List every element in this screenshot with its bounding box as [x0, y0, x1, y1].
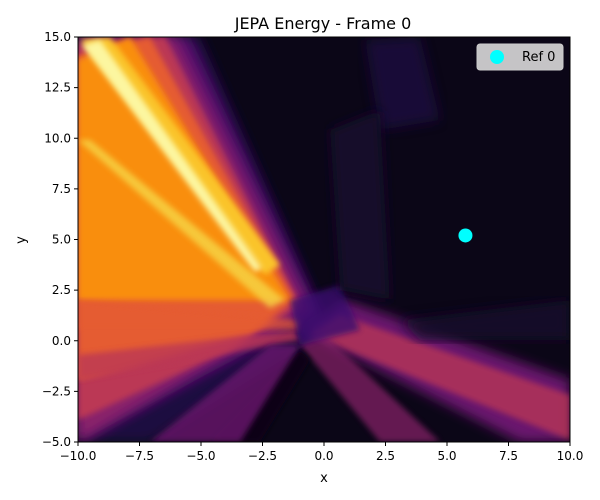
- y-tick-label: 15.0: [44, 30, 71, 44]
- x-axis-label: x: [320, 471, 328, 486]
- x-tick-label: −7.5: [125, 449, 154, 463]
- chart-title: JEPA Energy - Frame 0: [234, 14, 412, 33]
- x-tick-label: 7.5: [499, 449, 518, 463]
- y-axis-label: y: [14, 236, 29, 244]
- x-axis: −10.0 −7.5 −5.0 −2.5 0.0 2.5 5.0 7.5 10.0: [60, 442, 584, 463]
- y-tick-label: −2.5: [42, 384, 71, 398]
- x-tick-label: 0.0: [314, 449, 333, 463]
- x-tick-label: −5.0: [186, 449, 215, 463]
- y-tick-label: 2.5: [52, 283, 71, 297]
- legend-marker: [490, 50, 504, 64]
- legend-label: Ref 0: [522, 50, 555, 65]
- y-tick-label: 5.0: [52, 233, 71, 247]
- y-tick-label: −5.0: [42, 435, 71, 449]
- y-axis: −5.0 −2.5 0.0 2.5 5.0 7.5 10.0 12.5 15.0: [42, 30, 78, 449]
- x-tick-label: 10.0: [557, 449, 584, 463]
- y-tick-label: 7.5: [52, 182, 71, 196]
- y-tick-label: 10.0: [44, 131, 71, 145]
- x-tick-label: 2.5: [376, 449, 395, 463]
- energy-field: [78, 37, 570, 442]
- x-tick-label: −10.0: [60, 449, 97, 463]
- legend: Ref 0: [476, 43, 564, 71]
- y-tick-label: 0.0: [52, 334, 71, 348]
- x-tick-label: −2.5: [248, 449, 277, 463]
- scatter-series: [458, 228, 473, 243]
- scatter-point: [458, 228, 473, 243]
- y-tick-label: 12.5: [44, 81, 71, 95]
- x-tick-label: 5.0: [437, 449, 456, 463]
